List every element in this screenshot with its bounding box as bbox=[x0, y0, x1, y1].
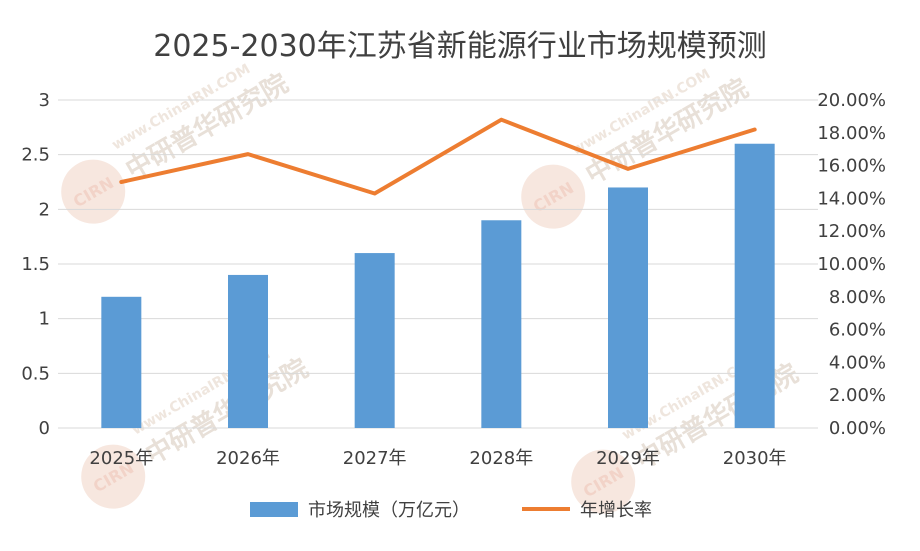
watermark-logo-icon bbox=[81, 444, 146, 509]
y-right-tick-label: 0.00% bbox=[829, 418, 886, 439]
y-left-tick-label: 2 bbox=[39, 199, 50, 220]
y-left-tick-label: 0 bbox=[39, 418, 50, 439]
gridlines bbox=[58, 99, 818, 429]
bar bbox=[608, 187, 648, 428]
y-right-tick-label: 10.00% bbox=[817, 254, 886, 275]
y-right-tick-label: 4.00% bbox=[829, 352, 886, 373]
axes: 0 0.5 1 1.5 2 2.5 3 0.00% 2.00% 4.00% 6.00% 8.00% 10… bbox=[21, 90, 886, 469]
line-series bbox=[119, 117, 757, 196]
bar bbox=[481, 220, 522, 428]
x-tick-label: 2025年 bbox=[89, 448, 153, 469]
y-right-tick-label: 20.00% bbox=[817, 90, 886, 111]
bar bbox=[101, 296, 142, 428]
legend-label-bar: 市场规模（万亿元） bbox=[308, 500, 470, 521]
watermark-logo-icon bbox=[61, 159, 126, 224]
bar bbox=[734, 143, 775, 428]
x-tick-label: 2030年 bbox=[723, 448, 787, 469]
y-right-tick-label: 18.00% bbox=[817, 123, 886, 144]
x-tick-label: 2028年 bbox=[469, 448, 533, 469]
x-tick-label: 2027年 bbox=[343, 448, 407, 469]
chart-title: 2025-2030年江苏省新能源行业市场规模预测 bbox=[153, 29, 767, 64]
y-right-tick-label: 14.00% bbox=[817, 188, 886, 209]
x-tick-label: 2026年 bbox=[216, 448, 280, 469]
legend: 市场规模（万亿元） 年增长率 bbox=[250, 500, 652, 521]
bar bbox=[354, 253, 395, 428]
y-left-tick-label: 3 bbox=[39, 90, 50, 111]
y-right-tick-label: 12.00% bbox=[817, 221, 886, 242]
y-left-tick-label: 1 bbox=[39, 309, 50, 330]
legend-swatch-bar bbox=[250, 502, 298, 517]
series-line bbox=[119, 117, 757, 196]
y-right-tick-label: 16.00% bbox=[817, 156, 886, 177]
y-left-tick-label: 2.5 bbox=[21, 145, 50, 166]
watermark-logo-icon bbox=[521, 164, 586, 229]
bar bbox=[228, 274, 268, 428]
x-tick-label: 2029年 bbox=[596, 448, 660, 469]
y-right-tick-label: 8.00% bbox=[829, 287, 886, 308]
y-left-tick-label: 1.5 bbox=[21, 254, 50, 275]
watermark-logo-icon bbox=[571, 449, 636, 514]
y-left-tick-label: 0.5 bbox=[21, 363, 50, 384]
y-right-tick-label: 2.00% bbox=[829, 385, 886, 406]
legend-label-line: 年增长率 bbox=[580, 500, 652, 521]
y-right-tick-label: 6.00% bbox=[829, 320, 886, 341]
bar-series bbox=[101, 143, 775, 428]
